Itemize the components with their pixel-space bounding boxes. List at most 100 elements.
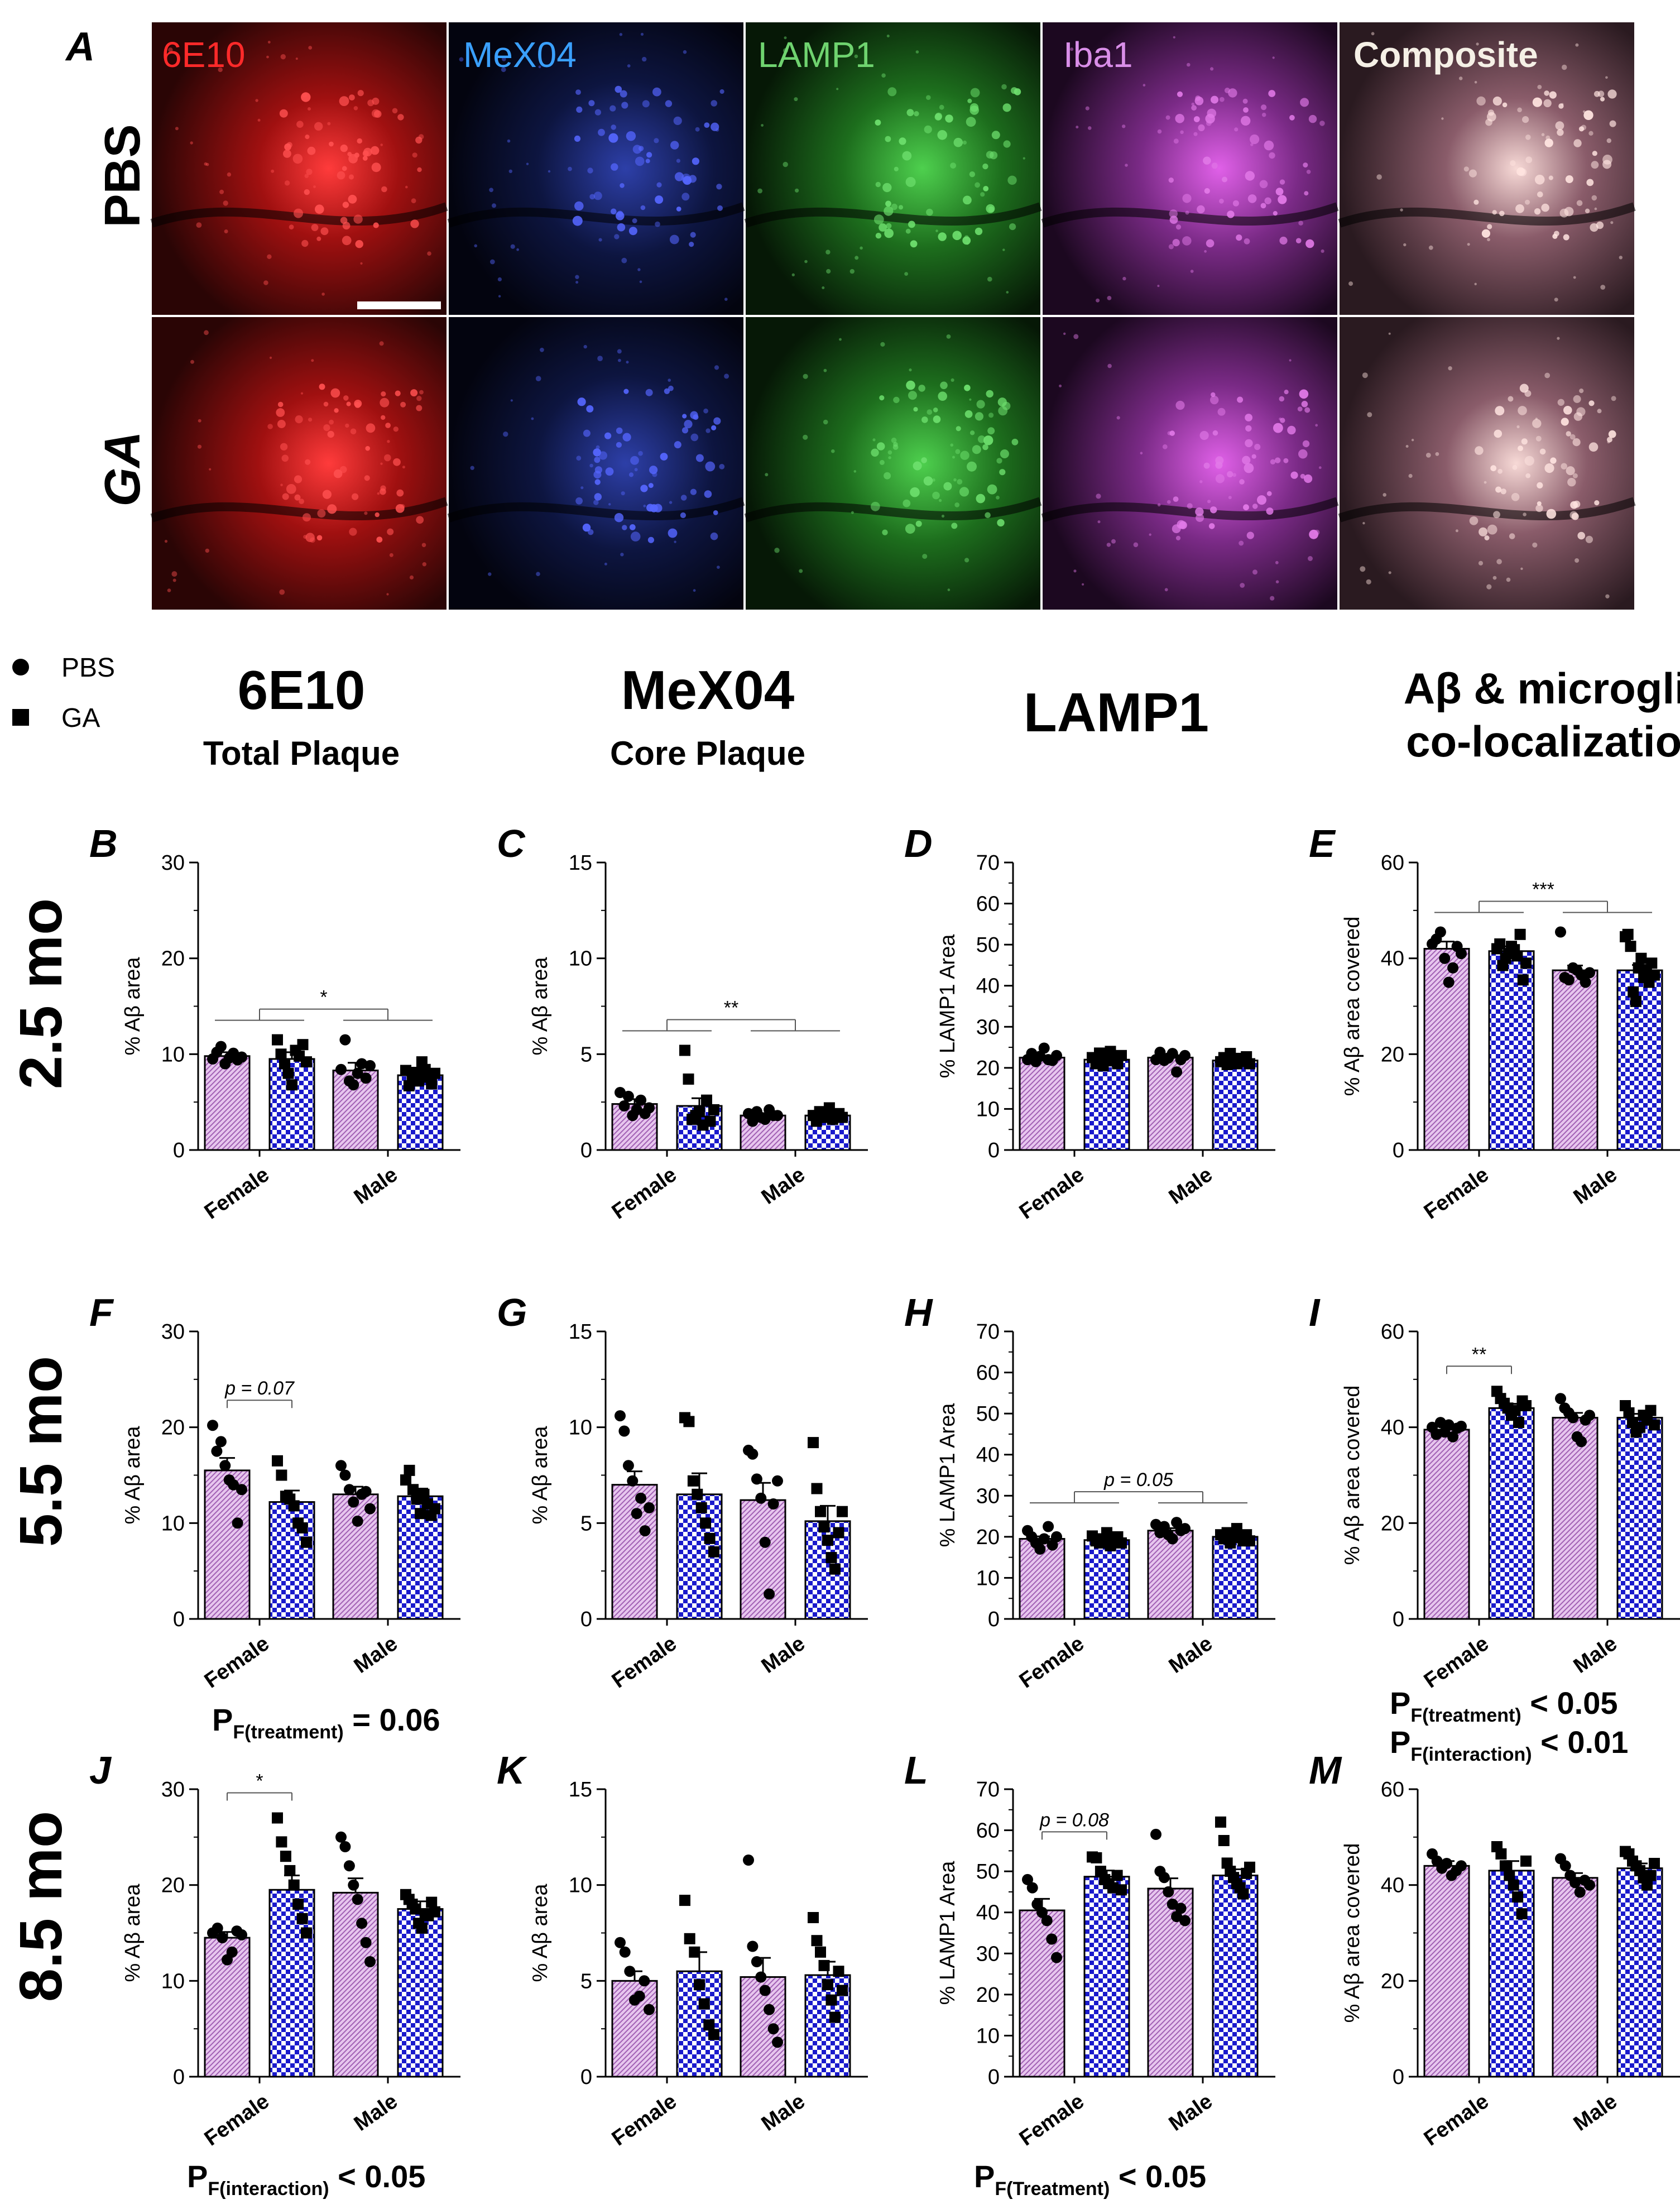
point-j-pbs (352, 1894, 363, 1905)
point-g-pbs (747, 1448, 759, 1460)
point-j-pbs (364, 1956, 376, 1967)
point-i-pbs (1584, 1410, 1595, 1421)
point-l-pbs (1026, 1882, 1038, 1894)
y-tick-label-k: 0 (580, 2066, 592, 2089)
y-tick-label-l: 70 (976, 1778, 1000, 1801)
chart-panel-f: F 0 10 20 30 % Aβ area Female Male p = 0.07 (89, 1291, 460, 1693)
point-j-ga (429, 1906, 440, 1918)
point-m-ga (1520, 1855, 1532, 1867)
y-tick-label-l: 0 (988, 2066, 1000, 2089)
channel-label-mex04: MeX04 (463, 35, 577, 75)
point-e-ga (1511, 950, 1523, 962)
point-e-pbs (1434, 926, 1446, 938)
y-tick-label-f: 10 (161, 1512, 185, 1535)
bar-i-pbs-male (1552, 1417, 1599, 1620)
point-c-ga (679, 1044, 690, 1056)
panel-letter-j: J (89, 1748, 112, 1792)
y-tick-label-h: 50 (976, 1402, 1000, 1426)
point-d-pbs (1179, 1050, 1191, 1061)
chart-panel-l: L 0 10 20 30 40 50 60 70 % LAMP1 Area Female Male p … (904, 1748, 1275, 2150)
point-b-ga (272, 1034, 283, 1046)
point-c-pbs (759, 1114, 771, 1125)
point-b-pbs (339, 1034, 351, 1046)
point-g-pbs (635, 1492, 647, 1504)
point-f-pbs (364, 1503, 376, 1515)
point-g-pbs (751, 1473, 762, 1485)
y-tick-label-l: 50 (976, 1860, 1000, 1884)
point-c-pbs (631, 1104, 642, 1115)
point-i-ga (1513, 1417, 1524, 1429)
y-axis-label-l: % LAMP1 Area (936, 1861, 959, 2005)
point-i-ga (1520, 1400, 1532, 1411)
y-tick-label-h: 0 (988, 1608, 1000, 1631)
significance-e: *** (1434, 879, 1652, 913)
point-g-ga (700, 1517, 712, 1529)
y-tick-label-d: 20 (976, 1057, 1000, 1080)
point-c-ga (701, 1094, 712, 1106)
chart-panel-k: K 0 5 10 15 % Aβ area Female Male (497, 1748, 868, 2150)
point-d-pbs (1038, 1042, 1050, 1054)
point-l-ga (1237, 1888, 1249, 1900)
point-i-ga (1645, 1405, 1657, 1416)
point-f-pbs (335, 1460, 347, 1472)
micrograph-lamp1-pbs (744, 22, 1042, 315)
point-l-ga (1244, 1861, 1255, 1873)
y-tick-label-d: 40 (976, 975, 1000, 998)
x-tick-label-i: Female (1420, 1632, 1493, 1693)
x-tick-label-f: Female (200, 1632, 273, 1693)
point-b-pbs (360, 1072, 372, 1084)
y-tick-label-k: 5 (580, 1970, 592, 1993)
y-tick-label-g: 15 (569, 1320, 592, 1344)
y-tick-label-m: 40 (1381, 1874, 1404, 1897)
point-j-pbs (360, 1937, 372, 1948)
significance-i: ** (1446, 1344, 1512, 1374)
bar-charts: B 0 10 20 30 % Aβ area Female Male * C 0 5 10 15 % Aβ … (89, 822, 1680, 2150)
point-j-ga (426, 1896, 438, 1908)
chart-panel-i: I 0 20 40 60 % Aβ area covered Female Male ** (1309, 1291, 1680, 1693)
x-tick-label-l: Female (1015, 2090, 1088, 2151)
point-e-pbs (1456, 948, 1467, 960)
column-headers: 6E10 Total Plaque MeX04 Core Plaque LAMP… (203, 659, 1680, 772)
point-j-pbs (343, 1860, 355, 1872)
panel-letter-g: G (497, 1291, 527, 1334)
x-tick-label-e: Female (1420, 1163, 1493, 1224)
point-i-pbs (1567, 1412, 1579, 1424)
legend-label-ga: GA (61, 703, 100, 733)
y-tick-label-h: 10 (976, 1566, 1000, 1590)
point-h-pbs (1043, 1521, 1054, 1532)
y-tick-label-j: 0 (173, 2066, 185, 2089)
point-k-pbs (639, 1975, 650, 1987)
point-j-ga (296, 1913, 308, 1924)
bar-m-ga-male (1616, 1867, 1663, 2078)
y-axis-label-c: % Aβ area (529, 957, 552, 1056)
bar-m-pbs-female (1423, 1865, 1470, 2078)
x-tick-label-e: Male (1569, 1163, 1621, 1209)
point-j-pbs (226, 1946, 238, 1958)
point-d-ga (1105, 1046, 1116, 1057)
x-tick-label-g: Male (757, 1632, 809, 1678)
x-tick-label-j: Male (350, 2090, 402, 2136)
row-label-2-5-mo: 2.5 mo (7, 898, 74, 1089)
point-l-pbs (1175, 1903, 1187, 1914)
point-d-ga (1116, 1050, 1127, 1061)
channel-label-lamp1: LAMP1 (758, 35, 875, 75)
point-b-pbs (352, 1067, 363, 1079)
y-tick-label-b: 10 (161, 1043, 185, 1066)
point-d-pbs (1167, 1048, 1178, 1060)
point-m-pbs (1441, 1858, 1452, 1869)
bar-b-pbs-female (204, 1055, 251, 1151)
row-label-8-5-mo: 8.5 mo (7, 1811, 74, 2002)
panel-letter-k: K (497, 1748, 527, 1792)
point-g-ga (683, 1416, 695, 1427)
point-l-pbs (1179, 1915, 1191, 1927)
point-f-pbs (215, 1436, 227, 1448)
panel-letter-f: F (89, 1291, 114, 1334)
bar-d-pbs-male (1147, 1056, 1194, 1151)
point-m-ga (1512, 1891, 1524, 1903)
bar-l-pbs-female (1019, 1909, 1065, 2078)
x-tick-label-f: Male (350, 1632, 402, 1678)
point-l-pbs (1150, 1828, 1161, 1840)
bar-e-pbs-male (1552, 969, 1599, 1151)
bar-m-pbs-male (1552, 1877, 1599, 2078)
point-b-ga (297, 1039, 309, 1051)
